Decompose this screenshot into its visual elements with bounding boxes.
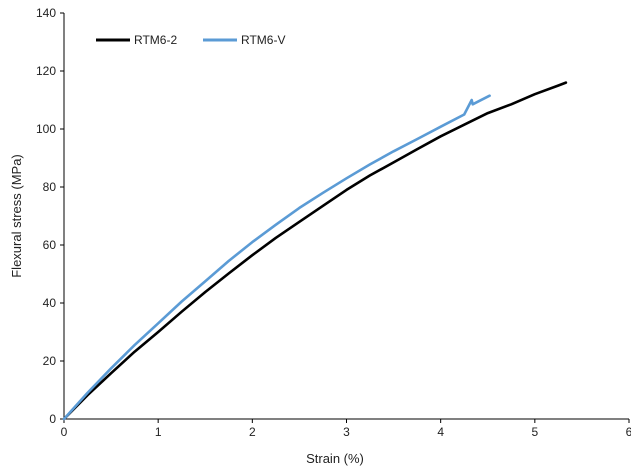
x-tick-label: 4 [437,425,444,439]
series-line-rtm6-2 [62,81,568,421]
legend-label-rtm6-2: RTM6-2 [134,33,177,47]
legend-label-rtm6-v: RTM6-V [241,33,285,47]
y-tick-label: 140 [36,6,56,20]
y-axis-title: Flexural stress (MPa) [9,154,24,278]
y-tick-label: 40 [43,296,57,310]
y-tick-label: 60 [43,238,57,252]
x-tick-label: 3 [343,425,350,439]
x-tick-label: 2 [249,425,256,439]
x-tick-label: 6 [626,425,631,439]
series-line-rtm6-v [62,94,491,421]
x-tick-label: 5 [531,425,538,439]
y-tick-label: 120 [36,64,56,78]
x-tick-label: 1 [155,425,162,439]
plot-area: 0 1 2 3 4 5 6 0 20 40 60 80 100 120 140 [36,6,631,439]
x-axis-ticks: 0 1 2 3 4 5 6 [61,419,631,439]
y-tick-label: 80 [43,180,57,194]
y-tick-label: 0 [49,412,56,426]
x-tick-label: 0 [61,425,68,439]
y-tick-label: 100 [36,122,56,136]
legend: RTM6-2 RTM6-V [96,33,285,47]
y-axis-ticks: 0 20 40 60 80 100 120 140 [36,6,64,426]
y-tick-label: 20 [43,354,57,368]
x-axis-title: Strain (%) [306,451,364,466]
series-layer [62,81,568,421]
